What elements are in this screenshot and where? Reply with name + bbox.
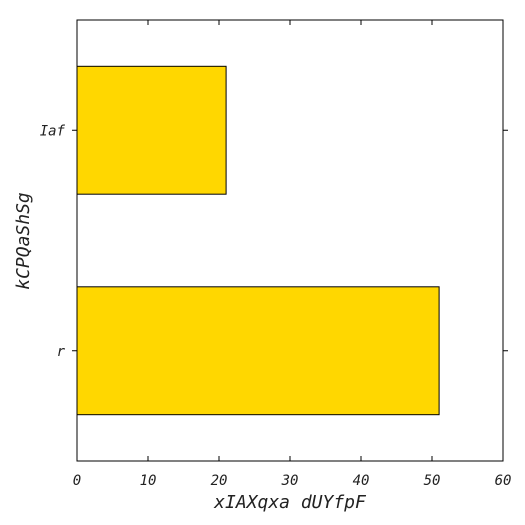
x-tick-label: 40 [353,473,370,489]
x-tick-label: 30 [281,473,299,489]
ticks-layer: 0 10 20 30 40 50 60 r Iaf [40,20,512,489]
bars-layer [76,65,440,416]
bar-Iaf [76,65,227,195]
bar-r [76,286,440,416]
y-tick-label: r [57,344,66,360]
x-tick-label: 10 [140,473,157,489]
x-tick-label: 60 [495,473,512,489]
x-axis-title: xIAXqxa dUYfpF [213,492,367,513]
x-tick-label: 20 [211,473,228,489]
x-tick-label: 0 [73,473,81,489]
x-tick-label: 50 [424,473,441,489]
y-axis-title: kCPQaShSg [13,192,34,290]
y-tick-label: Iaf [40,123,66,139]
